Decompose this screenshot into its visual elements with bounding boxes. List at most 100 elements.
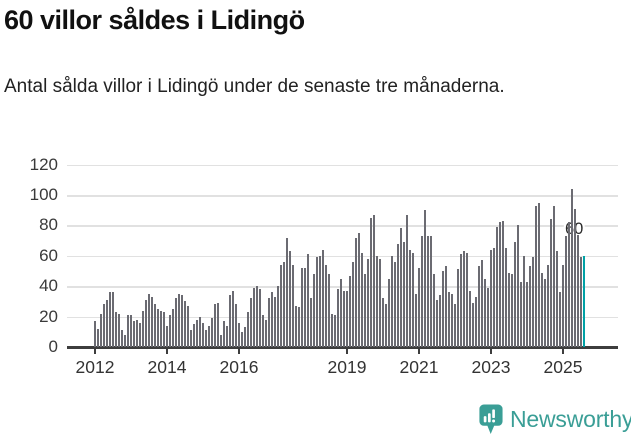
bar bbox=[580, 257, 583, 347]
bar bbox=[325, 264, 328, 347]
bar bbox=[295, 305, 298, 347]
bar bbox=[196, 319, 199, 347]
newsworthy-logo: Newsworthy bbox=[477, 403, 631, 436]
bar bbox=[415, 293, 418, 347]
bar bbox=[262, 315, 265, 347]
bar bbox=[535, 205, 538, 347]
bar bbox=[235, 304, 238, 347]
bar bbox=[157, 309, 160, 347]
gridline-y60 bbox=[67, 255, 618, 258]
bar bbox=[214, 304, 217, 347]
bar bbox=[244, 327, 247, 347]
bar bbox=[544, 278, 547, 347]
bar bbox=[310, 298, 313, 347]
bar bbox=[496, 226, 499, 347]
bar bbox=[202, 322, 205, 347]
bar bbox=[121, 330, 124, 347]
bar bbox=[490, 249, 493, 347]
bar bbox=[343, 290, 346, 347]
x-axis-tick bbox=[166, 348, 168, 354]
bar bbox=[532, 257, 535, 347]
bar bbox=[247, 312, 250, 347]
bar bbox=[454, 304, 457, 347]
bar bbox=[451, 293, 454, 347]
bar bbox=[436, 299, 439, 347]
bar bbox=[307, 254, 310, 347]
bar bbox=[124, 334, 127, 347]
bar bbox=[178, 293, 181, 347]
bar bbox=[187, 305, 190, 347]
bar bbox=[115, 312, 118, 347]
newsworthy-bubble-chart-icon bbox=[479, 404, 503, 434]
bar bbox=[277, 286, 280, 347]
y-axis-tick-label: 60 bbox=[39, 245, 58, 265]
y-axis-tick-label: 40 bbox=[39, 276, 58, 296]
y-axis-tick-label: 0 bbox=[48, 337, 58, 356]
bar bbox=[502, 220, 505, 347]
bar bbox=[223, 321, 226, 347]
gridline-y20 bbox=[67, 316, 618, 319]
bar bbox=[97, 328, 100, 347]
bar bbox=[526, 281, 529, 347]
bar bbox=[517, 225, 520, 347]
bar bbox=[388, 278, 391, 347]
bar bbox=[484, 278, 487, 347]
bar bbox=[316, 257, 319, 347]
bar bbox=[175, 298, 178, 347]
bar bbox=[529, 266, 532, 347]
bar bbox=[565, 236, 568, 347]
page-title: 60 villor såldes i Lidingö bbox=[4, 5, 305, 35]
bar bbox=[355, 237, 358, 347]
bar bbox=[163, 312, 166, 347]
bar bbox=[406, 214, 409, 347]
y-axis-tick-label: 100 bbox=[29, 185, 58, 204]
bar bbox=[232, 290, 235, 347]
bar bbox=[190, 330, 193, 347]
bar bbox=[319, 255, 322, 347]
bar bbox=[229, 295, 232, 347]
bar bbox=[373, 214, 376, 347]
bar bbox=[511, 274, 514, 347]
x-axis-tick bbox=[94, 348, 96, 354]
bar bbox=[364, 274, 367, 347]
bar bbox=[379, 258, 382, 347]
bar bbox=[256, 286, 259, 347]
x-axis-tick bbox=[418, 348, 420, 354]
bar bbox=[523, 255, 526, 347]
bar bbox=[217, 302, 220, 347]
bar bbox=[130, 315, 133, 347]
bar bbox=[208, 325, 211, 347]
bar bbox=[457, 269, 460, 347]
bar bbox=[334, 315, 337, 347]
bar bbox=[328, 274, 331, 347]
bar bbox=[463, 251, 466, 347]
x-axis-tick-label: 2014 bbox=[147, 357, 187, 377]
bar bbox=[181, 295, 184, 347]
bar bbox=[340, 278, 343, 347]
bar bbox=[358, 233, 361, 347]
x-axis-tick bbox=[346, 348, 348, 354]
bar bbox=[400, 228, 403, 347]
bar bbox=[127, 315, 130, 347]
bar bbox=[571, 188, 574, 347]
bar bbox=[403, 242, 406, 347]
bar bbox=[427, 236, 430, 347]
bar bbox=[367, 258, 370, 347]
bar bbox=[514, 242, 517, 347]
bar bbox=[205, 330, 208, 347]
bar bbox=[424, 210, 427, 347]
bar bbox=[391, 255, 394, 347]
bar bbox=[577, 234, 580, 347]
bar bbox=[133, 321, 136, 347]
bar bbox=[394, 261, 397, 347]
bar bbox=[322, 249, 325, 347]
bar bbox=[169, 315, 172, 347]
bar bbox=[112, 292, 115, 347]
highlighted-bar bbox=[583, 255, 586, 347]
bar bbox=[289, 251, 292, 347]
x-axis-tick-label: 2021 bbox=[399, 357, 439, 377]
bar bbox=[397, 243, 400, 347]
bar bbox=[442, 271, 445, 347]
x-axis-tick bbox=[238, 348, 240, 354]
bar bbox=[538, 202, 541, 347]
